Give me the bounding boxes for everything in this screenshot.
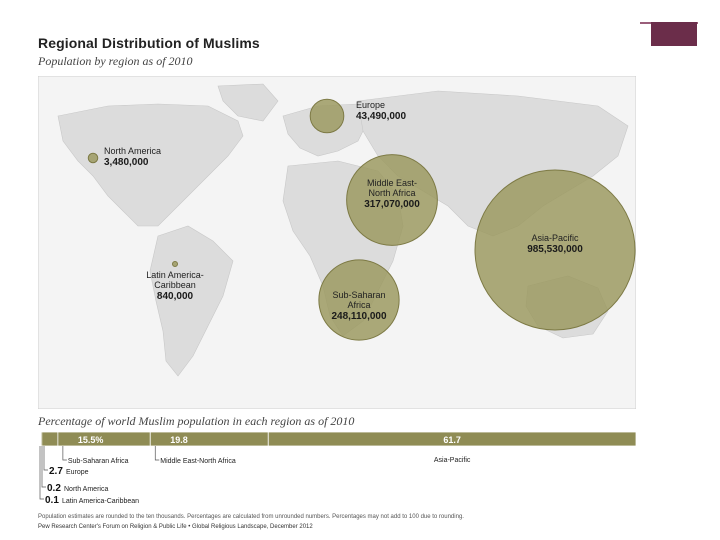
bar-name-middle-east-north-africa: Middle East-North Africa bbox=[160, 458, 236, 465]
bubble-label-sub-saharan-africa-1: Africa bbox=[347, 300, 370, 310]
landmass-greenland bbox=[217, 83, 279, 122]
bar-segment-sub-saharan-africa bbox=[57, 431, 151, 447]
bar-value-asia-pacific: 61.7 bbox=[443, 435, 461, 445]
bar-value-middle-east-north-africa: 19.8 bbox=[170, 435, 188, 445]
chart-subtitle: Population by region as of 2010 bbox=[38, 54, 193, 68]
bubble-latin-america-caribbean bbox=[172, 261, 178, 267]
bubble-value-middle-east-north-africa: 317,070,000 bbox=[364, 199, 420, 210]
percentage-bar-panel: 15.5% Sub-Saharan Africa 19.8 Middle East-N… bbox=[38, 430, 638, 510]
landmass-south-america bbox=[149, 225, 234, 377]
source-line: Pew Research Center's Forum on Religion … bbox=[38, 524, 313, 530]
bubble-sub-saharan-africa bbox=[318, 259, 400, 341]
bubble-label-latin-america-caribbean-1: Caribbean bbox=[154, 280, 196, 290]
bubble-label-north-america-0: North America bbox=[104, 146, 161, 156]
bubble-value-sub-saharan-africa: 248,110,000 bbox=[331, 311, 386, 322]
bubble-label-sub-saharan-africa-0: Sub-Saharan bbox=[332, 290, 385, 300]
bubble-label-latin-america-caribbean-0: Latin America- bbox=[146, 270, 204, 280]
world-map-panel: Europe 43,490,000 North America 3,480,000 Mi… bbox=[38, 76, 636, 409]
bubble-north-america bbox=[87, 152, 99, 164]
bubble-middle-east-north-africa bbox=[346, 154, 438, 246]
bar-segment-europe bbox=[41, 431, 59, 447]
bubble-label-middle-east-north-africa-1: North Africa bbox=[368, 188, 415, 198]
corner-accent-block bbox=[651, 22, 697, 46]
bar-value-sub-saharan-africa: 15.5% bbox=[78, 435, 104, 445]
bar-name-asia-pacific: Asia-Pacific bbox=[434, 457, 471, 464]
bar-leader-middle-east-north-africa bbox=[154, 446, 160, 461]
bubble-value-asia-pacific: 985,530,000 bbox=[527, 244, 583, 255]
bubble-value-north-america: 3,480,000 bbox=[104, 157, 149, 168]
bar-leader-north-america bbox=[41, 446, 46, 488]
chart-title: Regional Distribution of Muslims bbox=[38, 35, 260, 51]
bar-value-north-america: 0.2 bbox=[47, 483, 61, 494]
bubble-value-latin-america-caribbean: 840,000 bbox=[157, 291, 194, 302]
bar-leader-sub-saharan-africa bbox=[62, 446, 67, 461]
bar-name-north-america: North America bbox=[64, 486, 108, 493]
percentage-title: Percentage of world Muslim population in… bbox=[38, 414, 355, 428]
bar-value-europe: 2.7 bbox=[49, 466, 63, 477]
bubble-label-middle-east-north-africa-0: Middle East- bbox=[367, 178, 417, 188]
percentage-bar: 15.5% Sub-Saharan Africa 19.8 Middle East-N… bbox=[39, 431, 637, 506]
bar-leader-latin-america-caribbean bbox=[39, 446, 44, 500]
bar-name-latin-america-caribbean: Latin America-Caribbean bbox=[62, 498, 139, 505]
bar-value-latin-america-caribbean: 0.1 bbox=[45, 495, 59, 506]
bubble-label-asia-pacific-0: Asia-Pacific bbox=[531, 233, 579, 243]
footnote: Population estimates are rounded to the … bbox=[38, 514, 464, 520]
bar-segment-middle-east-north-africa bbox=[149, 431, 269, 447]
bar-name-sub-saharan-africa: Sub-Saharan Africa bbox=[68, 458, 129, 465]
bar-leader-europe bbox=[43, 446, 48, 471]
bar-segment-asia-pacific bbox=[267, 431, 637, 447]
bubble-asia-pacific bbox=[474, 169, 636, 331]
bubble-value-europe: 43,490,000 bbox=[356, 111, 406, 122]
bubble-europe bbox=[309, 98, 345, 134]
bubble-label-europe-0: Europe bbox=[356, 100, 385, 110]
bar-name-europe: Europe bbox=[66, 469, 89, 476]
landmass-north-america bbox=[57, 103, 244, 227]
